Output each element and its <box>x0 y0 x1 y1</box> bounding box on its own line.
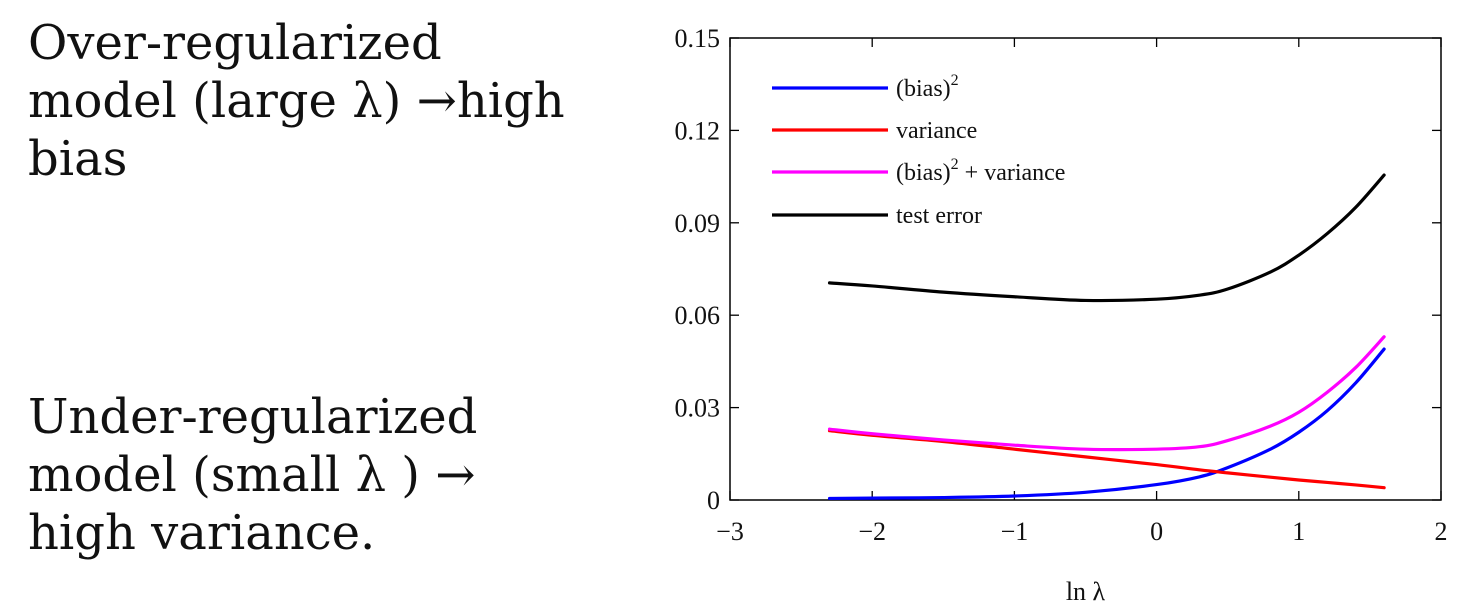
x-axis-label: ln λ <box>1066 577 1106 606</box>
over-line-3: bias <box>28 131 128 187</box>
legend-label: test error <box>896 203 982 229</box>
x-tick-label: −2 <box>858 517 886 546</box>
over-regularized-note: Over-regularized model (large λ) →high b… <box>28 14 565 188</box>
x-tick-label: −1 <box>1001 517 1029 546</box>
variance-line <box>827 429 1386 490</box>
x-tick-label: 0 <box>1150 517 1163 546</box>
over-line-2: model (large λ) →high <box>28 73 565 129</box>
x-tick-label: 1 <box>1292 517 1305 546</box>
legend-label: (bias)2 + variance <box>896 156 1065 186</box>
test-error-line <box>827 173 1386 303</box>
x-tick-label: 2 <box>1435 517 1448 546</box>
y-tick-label: 0.06 <box>675 301 721 330</box>
legend-label: variance <box>896 118 977 144</box>
under-line-3: high variance. <box>28 505 376 561</box>
bias-squared-plus-variance-line <box>827 335 1386 452</box>
over-line-1: Over-regularized <box>28 15 442 71</box>
under-line-2: model (small λ ) → <box>28 447 476 503</box>
y-tick-label: 0.15 <box>675 24 721 53</box>
legend-label: (bias)2 <box>896 72 959 102</box>
plot-frame <box>729 37 1442 501</box>
bias-squared-line <box>827 347 1386 501</box>
under-regularized-note: Under-regularized model (small λ ) → hig… <box>28 388 477 562</box>
y-tick-label: 0.03 <box>675 394 721 423</box>
under-line-1: Under-regularized <box>28 389 478 445</box>
x-tick-label: −3 <box>716 517 744 546</box>
y-tick-label: 0 <box>707 486 720 515</box>
y-tick-label: 0.12 <box>675 116 721 145</box>
y-tick-label: 0.09 <box>675 209 721 238</box>
